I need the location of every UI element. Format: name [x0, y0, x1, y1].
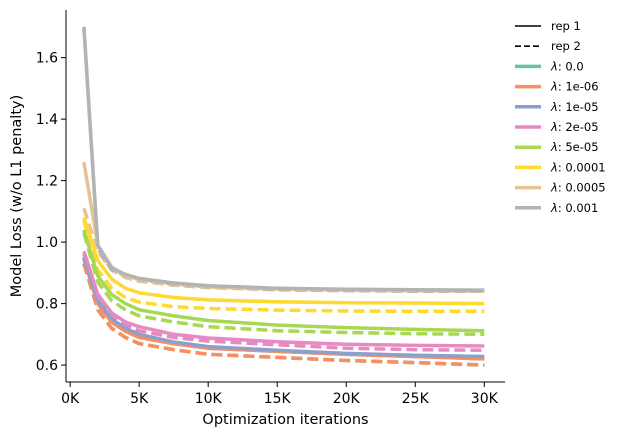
legend-label: rep 2 [551, 39, 581, 53]
y-tick-label: 0.8 [36, 297, 58, 313]
series-line-rep1-lambda-0.0005 [82, 161, 485, 293]
x-tick-label: 20K [333, 391, 361, 407]
x-axis-title: Optimization iterations [202, 412, 368, 428]
y-tick-label: 1.0 [36, 235, 58, 251]
legend-label: λ: 1e-05 [550, 100, 599, 114]
series-line-rep2-lambda-1e-06 [82, 263, 485, 367]
series-line-rep1-lambda-0.0001 [82, 216, 485, 306]
x-tick-label: 0K [61, 391, 80, 407]
x-tick-label: 30K [471, 391, 499, 407]
y-tick-label: 0.6 [36, 358, 58, 374]
ticks-layer: 0K 5K 10K 15K 20K 25K 30K 0.6 0.8 1.0 1.2 1.4 1.6 [36, 51, 499, 407]
y-tick-label: 1.2 [36, 174, 58, 190]
legend-label: λ: 2e-05 [550, 120, 599, 134]
legend: rep 1 rep 2 λ: 0.0 λ: 1e-06 λ: 1e-05 λ: 2e-05… [515, 19, 606, 215]
x-tick-label: 25K [402, 391, 430, 407]
x-tick-label: 5K [130, 391, 149, 407]
series-layer [82, 26, 485, 367]
series-line-rep1-lambda-0.001 [82, 26, 485, 292]
series-line-rep2-lambda-0.0001 [82, 220, 485, 314]
legend-label: λ: 5e-05 [550, 140, 599, 154]
legend-label: λ: 0.001 [550, 201, 598, 215]
series-line-rep1-lambda-5e-05 [82, 229, 485, 333]
y-tick-label: 1.6 [36, 51, 58, 67]
legend-label: λ: 1e-06 [550, 80, 599, 94]
legend-label: λ: 0.0005 [550, 181, 606, 195]
series-line-rep1-lambda-2e-05 [82, 250, 485, 348]
series-line-rep1-lambda-1e-05 [82, 256, 485, 359]
series-line-rep2-lambda-5e-05 [82, 232, 485, 337]
series-line-rep2-lambda-0.001 [82, 26, 485, 294]
y-axis-title: Model Loss (w/o L1 penalty) [9, 95, 25, 298]
legend-label: λ: 0.0 [550, 59, 584, 73]
x-tick-label: 15K [264, 391, 292, 407]
x-tick-label: 10K [195, 391, 223, 407]
series-line-rep2-lambda-2e-05 [82, 253, 485, 353]
y-tick-label: 1.4 [36, 112, 58, 128]
legend-label: rep 1 [551, 19, 581, 33]
legend-label: λ: 0.0001 [550, 160, 606, 174]
